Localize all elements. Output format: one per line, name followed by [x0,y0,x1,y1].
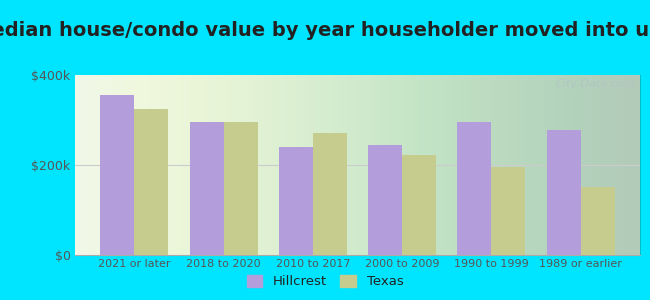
Bar [101,95,135,255]
Bar [580,187,614,255]
Text: City-Data.com: City-Data.com [555,79,634,88]
Bar [547,130,580,255]
Bar [402,155,436,255]
Bar [135,109,168,255]
Bar [224,122,257,255]
Bar [190,122,224,255]
Bar [368,145,402,255]
Bar [279,147,313,255]
Bar [458,122,491,255]
Text: Median house/condo value by year householder moved into unit: Median house/condo value by year househo… [0,21,650,40]
Legend: Hillcrest, Texas: Hillcrest, Texas [241,269,409,293]
Bar [313,133,347,255]
Bar [491,167,525,255]
